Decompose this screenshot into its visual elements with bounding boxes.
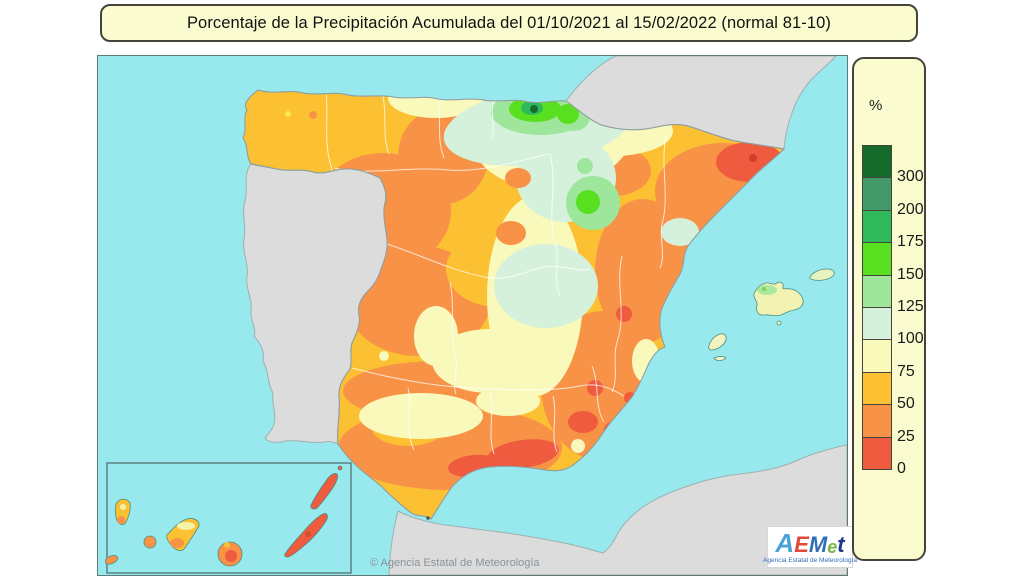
legend-swatches [862,145,892,470]
legend-swatch-50 [862,371,892,406]
legend-swatch-175 [862,209,892,244]
legend-swatch-125 [862,274,892,308]
map-title: Porcentaje de la Precipitación Acumulada… [186,13,832,32]
legend-label-100: 100 [897,330,924,348]
legend-label-150: 150 [897,265,924,283]
spain-coastline [242,89,786,520]
logo-letter-e: e [827,537,838,557]
legend-label-200: 200 [897,200,924,218]
legend-label-25: 25 [897,427,915,445]
legend-panel: % 300 200 175 150 125 100 75 50 25 0 [852,57,926,561]
province-borders [325,91,667,455]
aemet-logo-subtitle: Agencia Estatal de Meteorología [763,557,857,564]
legend-swatch-200 [862,177,892,211]
legend-swatch-100 [862,306,892,341]
legend-unit-label: % [869,97,883,114]
legend-swatch-0 [862,436,892,470]
legend-swatch-25 [862,404,892,438]
africa-land [388,444,847,575]
legend-swatch-75 [862,339,892,373]
logo-letter-M: M [808,532,828,557]
legend-label-300: 300 [897,168,924,186]
logo-letter-A: A [775,528,795,558]
map-title-bar: Porcentaje de la Precipitación Acumulada… [100,4,918,42]
copyright-text: © Agencia Estatal de Meteorología [370,557,540,569]
legend-label-0: 0 [897,460,906,477]
legend-label-175: 175 [897,233,924,251]
precipitation-map: © Agencia Estatal de Meteorología [97,55,848,576]
legend-swatch-150 [862,242,892,276]
logo-letter-t: t [837,532,845,557]
legend-swatch-300 [862,145,892,179]
logo-letter-E: E [794,532,809,557]
spain-precipitation-svg [98,56,847,575]
balearic-islands [708,268,835,362]
gibraltar-dot [426,516,430,520]
legend-label-125: 125 [897,298,924,315]
canary-inset [104,462,352,574]
legend-label-50: 50 [897,395,915,413]
legend-label-75: 75 [897,362,915,380]
